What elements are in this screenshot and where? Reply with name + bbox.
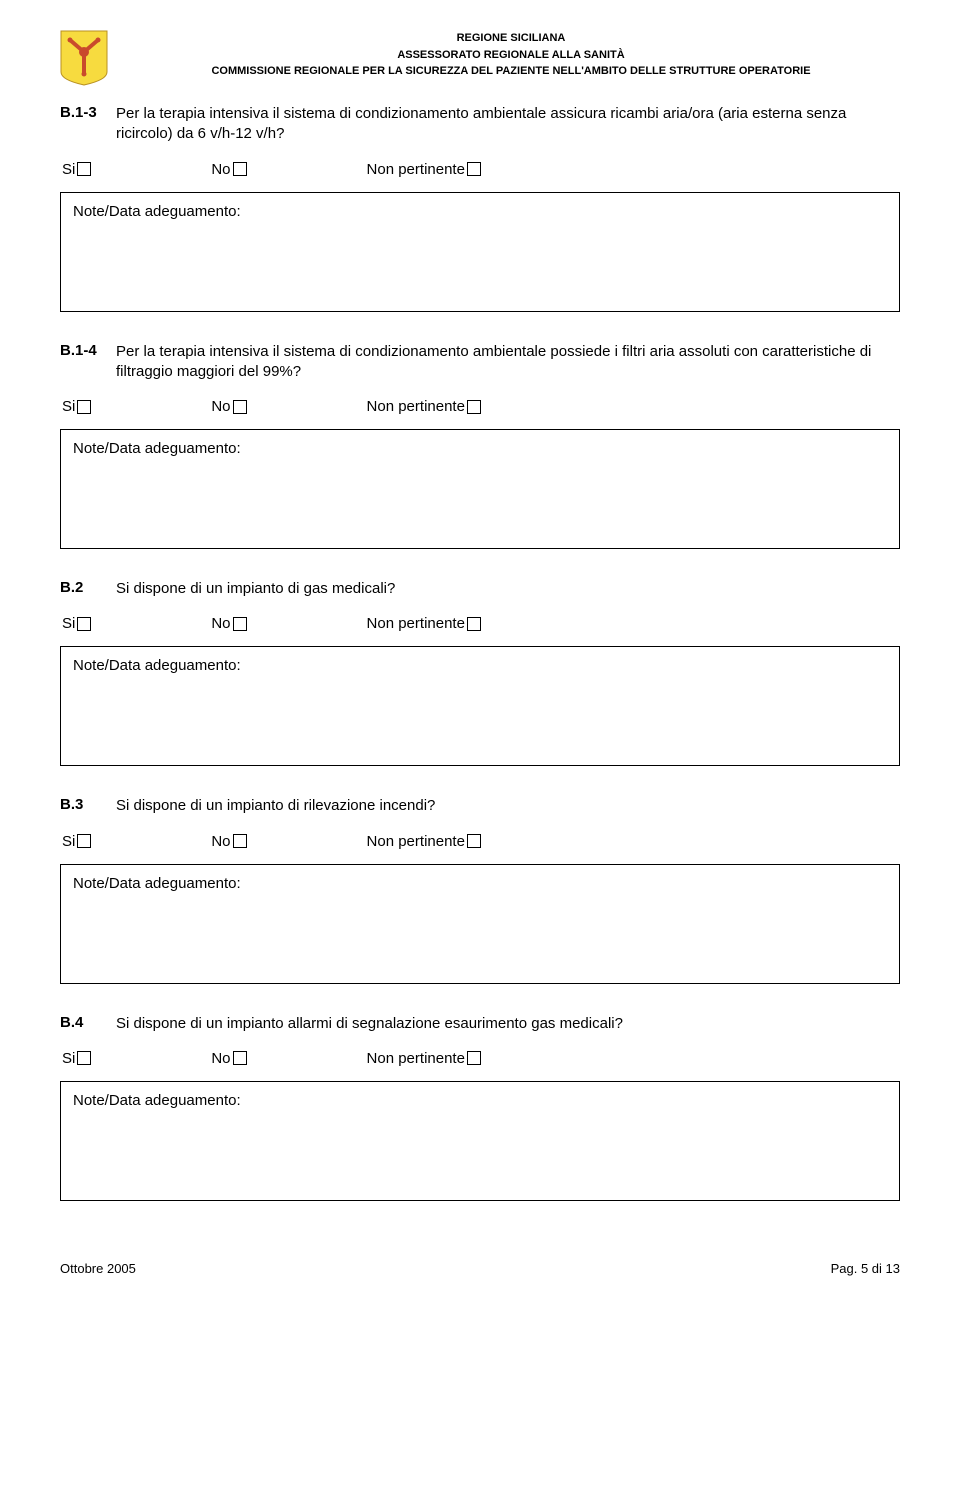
question-code: B.4	[60, 1014, 116, 1031]
answer-np[interactable]: Non pertinente	[367, 833, 481, 850]
answer-si[interactable]: Si	[62, 833, 91, 850]
question-block: B.1-4 Per la terapia intensiva il sistem…	[60, 342, 900, 550]
question-text: Si dispone di un impianto allarmi di seg…	[116, 1014, 900, 1034]
question-code: B.2	[60, 579, 116, 596]
answer-si[interactable]: Si	[62, 161, 91, 178]
answer-row: Si No Non pertinente	[60, 615, 900, 632]
answer-no[interactable]: No	[211, 615, 246, 632]
answer-no-label: No	[211, 833, 230, 850]
answer-np[interactable]: Non pertinente	[367, 1050, 481, 1067]
note-label: Note/Data adeguamento:	[73, 440, 241, 457]
question-text: Per la terapia intensiva il sistema di c…	[116, 342, 900, 383]
checkbox-icon[interactable]	[77, 162, 91, 176]
checkbox-icon[interactable]	[467, 834, 481, 848]
answer-si-label: Si	[62, 161, 75, 178]
header-line-3: COMMISSIONE REGIONALE PER LA SICUREZZA D…	[122, 63, 900, 80]
answer-no-label: No	[211, 161, 230, 178]
question-code: B.3	[60, 796, 116, 813]
question-block: B.3 Si dispone di un impianto di rilevaz…	[60, 796, 900, 983]
page-header: REGIONE SICILIANA ASSESSORATO REGIONALE …	[60, 30, 900, 86]
answer-np[interactable]: Non pertinente	[367, 398, 481, 415]
checkbox-icon[interactable]	[233, 162, 247, 176]
answer-row: Si No Non pertinente	[60, 161, 900, 178]
answer-np[interactable]: Non pertinente	[367, 615, 481, 632]
checkbox-icon[interactable]	[467, 617, 481, 631]
checkbox-icon[interactable]	[467, 1051, 481, 1065]
answer-row: Si No Non pertinente	[60, 1050, 900, 1067]
note-label: Note/Data adeguamento:	[73, 1092, 241, 1109]
answer-row: Si No Non pertinente	[60, 398, 900, 415]
answer-np-label: Non pertinente	[367, 398, 465, 415]
checkbox-icon[interactable]	[77, 1051, 91, 1065]
answer-np-label: Non pertinente	[367, 833, 465, 850]
answer-si-label: Si	[62, 1050, 75, 1067]
note-label: Note/Data adeguamento:	[73, 203, 241, 220]
answer-no[interactable]: No	[211, 161, 246, 178]
question-block: B.1-3 Per la terapia intensiva il sistem…	[60, 104, 900, 312]
question-code: B.1-3	[60, 104, 116, 121]
checkbox-icon[interactable]	[467, 162, 481, 176]
note-box[interactable]: Note/Data adeguamento:	[60, 192, 900, 312]
checkbox-icon[interactable]	[233, 1051, 247, 1065]
note-box[interactable]: Note/Data adeguamento:	[60, 429, 900, 549]
header-line-2: ASSESSORATO REGIONALE ALLA SANITÀ	[122, 47, 900, 64]
answer-si-label: Si	[62, 833, 75, 850]
page-footer: Ottobre 2005 Pag. 5 di 13	[60, 1261, 900, 1276]
answer-no[interactable]: No	[211, 1050, 246, 1067]
question-row: B.4 Si dispone di un impianto allarmi di…	[60, 1014, 900, 1034]
checkbox-icon[interactable]	[233, 400, 247, 414]
question-row: B.3 Si dispone di un impianto di rilevaz…	[60, 796, 900, 816]
note-box[interactable]: Note/Data adeguamento:	[60, 646, 900, 766]
question-block: B.2 Si dispone di un impianto di gas med…	[60, 579, 900, 766]
question-text: Si dispone di un impianto di gas medical…	[116, 579, 900, 599]
answer-no-label: No	[211, 398, 230, 415]
answer-row: Si No Non pertinente	[60, 833, 900, 850]
answer-si[interactable]: Si	[62, 615, 91, 632]
checkbox-icon[interactable]	[77, 834, 91, 848]
note-box[interactable]: Note/Data adeguamento:	[60, 864, 900, 984]
region-logo	[60, 30, 108, 86]
question-text: Per la terapia intensiva il sistema di c…	[116, 104, 900, 145]
question-block: B.4 Si dispone di un impianto allarmi di…	[60, 1014, 900, 1201]
answer-no[interactable]: No	[211, 398, 246, 415]
header-line-1: REGIONE SICILIANA	[122, 30, 900, 47]
checkbox-icon[interactable]	[233, 617, 247, 631]
header-text-block: REGIONE SICILIANA ASSESSORATO REGIONALE …	[122, 30, 900, 80]
answer-no[interactable]: No	[211, 833, 246, 850]
question-text: Si dispone di un impianto di rilevazione…	[116, 796, 900, 816]
question-row: B.1-3 Per la terapia intensiva il sistem…	[60, 104, 900, 145]
checkbox-icon[interactable]	[467, 400, 481, 414]
footer-page: Pag. 5 di 13	[831, 1261, 900, 1276]
question-row: B.1-4 Per la terapia intensiva il sistem…	[60, 342, 900, 383]
answer-si-label: Si	[62, 615, 75, 632]
answer-np-label: Non pertinente	[367, 615, 465, 632]
answer-no-label: No	[211, 1050, 230, 1067]
note-box[interactable]: Note/Data adeguamento:	[60, 1081, 900, 1201]
answer-np-label: Non pertinente	[367, 1050, 465, 1067]
answer-np[interactable]: Non pertinente	[367, 161, 481, 178]
question-code: B.1-4	[60, 342, 116, 359]
answer-si-label: Si	[62, 398, 75, 415]
answer-no-label: No	[211, 615, 230, 632]
checkbox-icon[interactable]	[233, 834, 247, 848]
answer-si[interactable]: Si	[62, 1050, 91, 1067]
note-label: Note/Data adeguamento:	[73, 657, 241, 674]
answer-np-label: Non pertinente	[367, 161, 465, 178]
answer-si[interactable]: Si	[62, 398, 91, 415]
note-label: Note/Data adeguamento:	[73, 875, 241, 892]
footer-date: Ottobre 2005	[60, 1261, 136, 1276]
question-row: B.2 Si dispone di un impianto di gas med…	[60, 579, 900, 599]
checkbox-icon[interactable]	[77, 400, 91, 414]
checkbox-icon[interactable]	[77, 617, 91, 631]
